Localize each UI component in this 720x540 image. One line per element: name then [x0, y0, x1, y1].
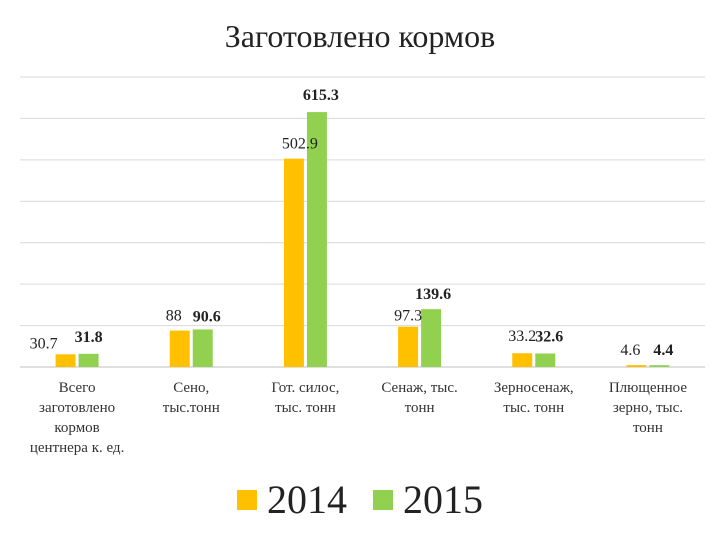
legend-item-2014: 2014: [237, 476, 347, 523]
bar-2015-3: [421, 309, 442, 367]
chart-title: Заготовлено кормов: [224, 18, 496, 54]
data-label-2014-4: 33.2: [508, 328, 536, 345]
category-labels: Всего заготовлено кормов центнера к. ед. Сен…: [30, 380, 687, 456]
data-label-2014-3: 97.3: [394, 308, 422, 325]
gridlines: [20, 76, 705, 368]
bar-2015-2: [306, 112, 327, 367]
legend-swatch-2014: [237, 489, 257, 510]
bar-2014-5: [626, 365, 647, 367]
data-label-2015-1: 90.6: [193, 308, 221, 325]
bar-2014-4: [512, 353, 533, 367]
legend-item-2015: 2015: [373, 476, 483, 523]
data-label-2014-1: 88: [166, 308, 182, 325]
bar-2014-0: [55, 354, 76, 367]
category-label-2: Гот. силос, тыс. тонн: [271, 380, 339, 416]
category-label-3: Сенаж, тыс. тонн: [381, 380, 457, 416]
bar-2015-0: [78, 353, 99, 367]
data-label-2014-2: 502.9: [282, 136, 318, 153]
bar-2015-1: [192, 329, 213, 367]
category-label-1: Сено, тыс.тонн: [163, 380, 220, 416]
bar-2014-3: [398, 326, 419, 367]
data-labels: 30.7 31.8 88 90.6 502.9 615.3 97.3 139.6 33.2 32.…: [30, 87, 674, 359]
category-label-0: Всего заготовлено кормов центнера к. ед.: [30, 380, 125, 456]
category-label-4: Зерносенаж, тыс. тонн: [494, 380, 574, 416]
legend-swatch-2015: [373, 489, 393, 510]
data-label-2015-3: 139.6: [415, 286, 451, 303]
bar-2014-1: [169, 330, 190, 367]
bar-2015-5: [649, 365, 670, 367]
legend-label-2015: 2015: [403, 477, 483, 522]
data-label-2014-5: 4.6: [620, 342, 640, 359]
legend-label-2014: 2014: [267, 477, 347, 522]
bars: [55, 112, 670, 367]
data-label-2015-5: 4.4: [653, 342, 673, 359]
legend: 2014 2015: [0, 476, 720, 523]
data-label-2015-0: 31.8: [75, 329, 103, 346]
data-label-2015-4: 32.6: [535, 328, 563, 345]
bar-2014-2: [283, 158, 304, 367]
bar-2015-4: [535, 353, 556, 367]
category-label-5: Плющенное зерно, тыс. тонн: [609, 380, 687, 436]
data-label-2014-0: 30.7: [30, 335, 58, 352]
data-label-2015-2: 615.3: [303, 87, 339, 104]
